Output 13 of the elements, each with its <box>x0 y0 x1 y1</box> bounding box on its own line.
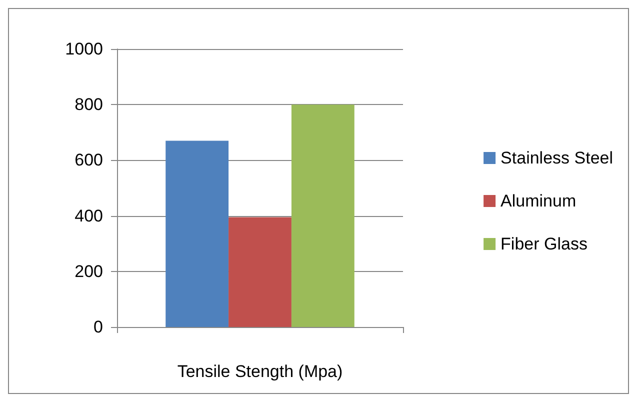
y-tick-label: 1000 <box>65 40 103 58</box>
bar <box>166 140 229 327</box>
legend-label: Stainless Steel <box>500 148 613 168</box>
y-tick-label: 600 <box>74 150 103 170</box>
bar <box>291 104 354 327</box>
x-axis-title: Tensile Stength (Mpa) <box>177 362 343 381</box>
y-tick-label: 400 <box>74 206 103 226</box>
bar <box>228 217 292 327</box>
y-tick-label: 800 <box>74 95 103 114</box>
legend-label: Aluminum <box>500 192 576 210</box>
y-tick-label: 0 <box>94 318 103 336</box>
legend-label: Fiber Glass <box>500 234 588 254</box>
y-tick-label: 200 <box>74 262 103 281</box>
